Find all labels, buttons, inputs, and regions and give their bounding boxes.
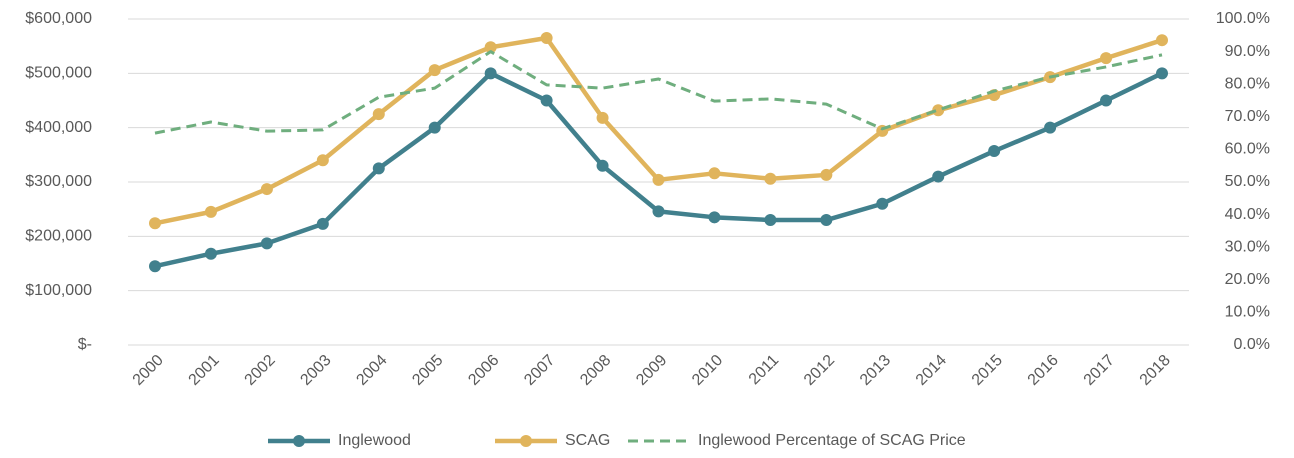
point	[428, 121, 441, 134]
point	[1044, 121, 1057, 134]
x-tick-label: 2000	[130, 352, 167, 389]
point	[149, 260, 161, 273]
point	[372, 108, 385, 121]
x-tick-label: 2012	[801, 352, 838, 389]
y-tick-label: $-	[78, 336, 92, 353]
x-tick-label: 2007	[521, 352, 558, 389]
point	[260, 237, 273, 250]
point	[708, 167, 721, 180]
y2-tick-label: 0.0%	[1234, 336, 1270, 353]
point	[204, 247, 217, 260]
y2-tick-label: 80.0%	[1225, 75, 1270, 92]
point	[484, 67, 497, 80]
y2-tick-label: 70.0%	[1225, 108, 1270, 125]
x-tick-label: 2013	[857, 352, 894, 389]
point	[316, 154, 329, 167]
point	[932, 170, 945, 183]
point	[932, 104, 945, 117]
point	[540, 94, 553, 107]
x-tick-label: 2004	[353, 352, 390, 389]
point	[652, 173, 665, 186]
legend-label: Inglewood Percentage of SCAG Price	[698, 432, 966, 449]
x-tick-label: 2002	[242, 352, 279, 389]
x-tick-label: 2011	[746, 352, 782, 388]
point	[484, 41, 497, 54]
y-tick-label: $300,000	[25, 173, 92, 190]
x-tick-label: 2017	[1081, 352, 1118, 389]
y2-tick-label: 60.0%	[1225, 141, 1270, 158]
y-tick-label: $400,000	[25, 119, 92, 136]
y2-tick-label: 10.0%	[1225, 304, 1270, 321]
x-tick-label: 2005	[409, 352, 446, 389]
point	[372, 162, 385, 175]
point	[596, 111, 609, 124]
series-line	[154, 50, 1163, 135]
point	[1100, 94, 1113, 107]
x-tick-label: 2009	[633, 352, 670, 389]
x-tick-label: 2014	[913, 352, 950, 389]
x-tick-label: 2008	[577, 352, 614, 389]
point	[1156, 67, 1168, 80]
y-tick-label: $100,000	[25, 282, 92, 299]
point	[764, 214, 777, 227]
y-tick-label: $500,000	[25, 65, 92, 82]
point	[204, 205, 217, 218]
point	[596, 159, 609, 172]
x-tick-label: 2001	[186, 352, 223, 389]
point	[988, 145, 1001, 158]
y-tick-label: $600,000	[25, 10, 92, 27]
x-tick-label: 2010	[689, 352, 726, 389]
point	[149, 217, 161, 230]
point	[708, 211, 721, 224]
legend-marker	[293, 435, 305, 447]
point	[1156, 34, 1168, 47]
legend-label: Inglewood	[338, 432, 411, 449]
x-tick-label: 2003	[297, 352, 334, 389]
point	[876, 197, 889, 210]
point	[820, 214, 833, 227]
point	[428, 64, 441, 77]
x-tick-label: 2018	[1137, 352, 1174, 389]
y2-tick-label: 50.0%	[1225, 173, 1270, 190]
point	[1100, 52, 1113, 65]
y2-tick-label: 20.0%	[1225, 271, 1270, 288]
point	[316, 217, 329, 230]
point	[540, 32, 553, 45]
point	[260, 183, 273, 196]
point	[820, 168, 833, 181]
y2-tick-label: 40.0%	[1225, 206, 1270, 223]
legend-marker	[520, 435, 532, 447]
x-tick-label: 2015	[969, 352, 1006, 389]
x-tick-label: 2016	[1025, 352, 1062, 389]
point	[652, 205, 665, 218]
y2-tick-label: 90.0%	[1225, 43, 1270, 60]
y2-tick-label: 30.0%	[1225, 238, 1270, 255]
y-tick-label: $200,000	[25, 228, 92, 245]
x-tick-label: 2006	[465, 352, 502, 389]
point	[764, 172, 777, 185]
y2-tick-label: 100.0%	[1216, 10, 1270, 27]
legend-label: SCAG	[565, 432, 610, 449]
